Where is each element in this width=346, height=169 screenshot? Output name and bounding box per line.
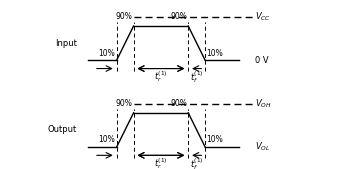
Text: 90%: 90% [116,12,133,21]
Text: $t_r^{(1)}$: $t_r^{(1)}$ [154,69,168,84]
Text: $V_{OL}$: $V_{OL}$ [255,141,270,153]
Text: 10%: 10% [98,135,115,144]
Text: Input: Input [55,39,77,48]
Text: 10%: 10% [206,49,223,58]
Text: 90%: 90% [170,99,187,108]
Text: $t_r^{(1)}$: $t_r^{(1)}$ [154,156,168,169]
Text: Output: Output [48,125,77,135]
Text: 0 V: 0 V [255,56,269,65]
Text: 10%: 10% [98,49,115,58]
Text: 90%: 90% [170,12,187,21]
Text: 10%: 10% [206,135,223,144]
Text: $V_{OH}$: $V_{OH}$ [255,98,272,110]
Text: $V_{CC}$: $V_{CC}$ [255,11,271,23]
Text: 90%: 90% [116,99,133,108]
Text: $t_f^{(1)}$: $t_f^{(1)}$ [190,69,203,85]
Text: $t_f^{(1)}$: $t_f^{(1)}$ [190,156,203,169]
